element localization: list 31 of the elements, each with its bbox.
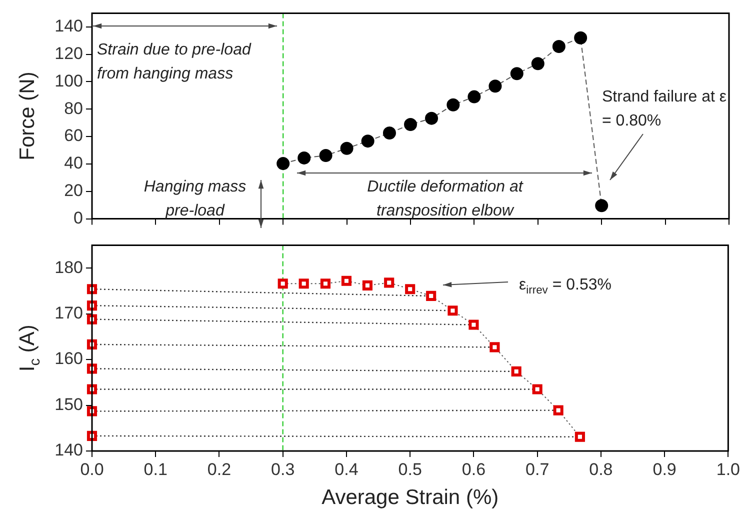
y-tick-label: 100 [54, 71, 83, 90]
x-tick-label: 0.6 [462, 460, 486, 479]
annotation: Strain due to pre-load from hanging mass [97, 41, 252, 82]
y-tick-label: 60 [64, 126, 83, 146]
x-tick-label: 0.8 [589, 460, 613, 479]
y-axis-title: Force (N) [16, 72, 39, 160]
y-tick-label: 170 [54, 303, 83, 322]
y-tick-label: 180 [54, 258, 83, 277]
x-tick-label: 0.4 [334, 460, 358, 479]
annotation: Ductile deformation at transposition elbow [367, 178, 524, 220]
x-tick-label: 0.3 [271, 460, 295, 479]
x-tick-label: 0.0 [80, 460, 104, 479]
y-tick-label: 140 [54, 440, 83, 460]
x-tick-label: 0.7 [526, 460, 550, 479]
y-tick-label: 40 [64, 154, 83, 173]
x-tick-label: 1.0 [716, 460, 740, 479]
x-tick-label: 0.2 [207, 460, 232, 479]
y-tick-label: 160 [54, 349, 83, 368]
y-tick-label: 120 [54, 44, 83, 64]
annotation: Strand failure at ε = 0.80% [602, 88, 727, 130]
y-tick-label: 80 [64, 98, 83, 118]
x-tick-label: 0.5 [398, 460, 422, 479]
x-tick-label: 0.9 [652, 460, 676, 479]
y-tick-label: 0 [74, 208, 83, 228]
y-axis-title: Ic (A) [16, 324, 44, 372]
annotation: Hanging mass pre-load [144, 178, 246, 220]
y-tick-label: 150 [54, 394, 83, 414]
y-tick-label: 140 [54, 16, 83, 36]
x-tick-label: 0.1 [144, 460, 168, 479]
x-axis-title: Average Strain (%) [322, 486, 499, 509]
y-tick-label: 20 [64, 181, 83, 200]
